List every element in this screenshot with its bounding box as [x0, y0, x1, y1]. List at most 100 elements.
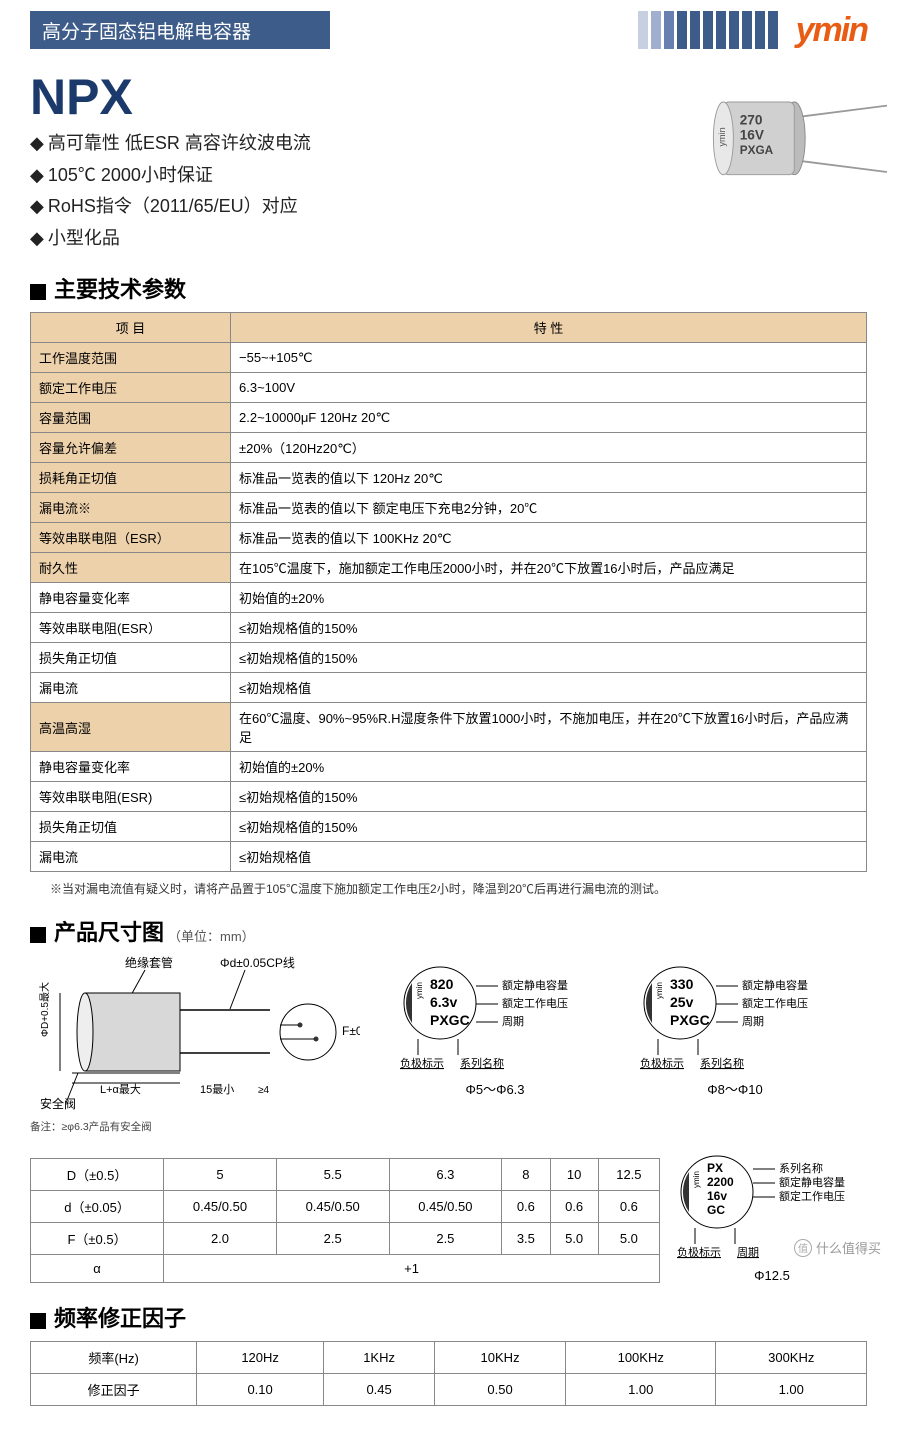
spec-item-val: ≤初始规格值: [231, 842, 867, 872]
freq-section-title: 频率修正因子: [30, 1301, 867, 1333]
spec-section-title: 主要技术参数: [30, 272, 867, 304]
svg-text:ΦD+0.5最大: ΦD+0.5最大: [38, 982, 51, 1037]
capacitor-image: 270 16V PXGA ymin: [687, 92, 887, 192]
svg-text:安全阀: 安全阀: [40, 1096, 76, 1110]
spec-condition: 在60℃温度、90%~95%R.H湿度条件下放置1000小时，不施加电压，并在2…: [231, 703, 867, 752]
svg-text:负极标示: 负极标示: [640, 1056, 684, 1070]
svg-text:ymin: ymin: [655, 982, 664, 999]
spec-item-key: 静电容量变化率: [31, 752, 231, 782]
spec-item-key: 损失角正切值: [31, 643, 231, 673]
spec-item-val: ≤初始规格值的150%: [231, 643, 867, 673]
svg-text:L+α最大: L+α最大: [100, 1082, 141, 1096]
dim-cell: 12.5: [598, 1159, 659, 1191]
svg-text:PX: PX: [707, 1161, 723, 1175]
svg-text:15最小: 15最小: [200, 1083, 234, 1096]
svg-text:绝缘套管: 绝缘套管: [125, 955, 173, 970]
spec-table: 项 目 特 性 工作温度范围−55~+105℃额定工作电压6.3~100V容量范…: [30, 312, 867, 872]
spec-label: 容量范围: [31, 403, 231, 433]
svg-text:PXGC: PXGC: [430, 1012, 470, 1028]
spec-value: 2.2~10000μF 120Hz 20℃: [231, 403, 867, 433]
dim-cell: 10: [550, 1159, 598, 1191]
svg-text:系列名称: 系列名称: [779, 1161, 823, 1175]
dim-cell: 0.45/0.50: [276, 1191, 389, 1223]
marking-diagram: yminPX220016vGC系列名称额定静电容量额定工作电压负极标示周期Φ12…: [677, 1144, 867, 1283]
spec-item-key: 漏电流: [31, 673, 231, 703]
dim-cell: 0.6: [550, 1191, 598, 1223]
spec-item-val: 初始值的±20%: [231, 752, 867, 782]
spec-item-key: 静电容量变化率: [31, 583, 231, 613]
freq-table: 频率(Hz)120Hz1KHz10KHz100KHz300KHz修正因子0.10…: [30, 1341, 867, 1406]
svg-text:820: 820: [430, 976, 454, 992]
dim-cell: 5.0: [550, 1223, 598, 1255]
dim-cell: 5: [164, 1159, 277, 1191]
spec-item-val: ≤初始规格值的150%: [231, 613, 867, 643]
freq-cell: 0.10: [197, 1374, 324, 1406]
dim-cell: α: [31, 1255, 164, 1283]
feature-item: ◆小型化品: [30, 223, 311, 255]
dim-cell: 2.5: [276, 1223, 389, 1255]
svg-text:2200: 2200: [707, 1175, 734, 1189]
spec-label: 损耗角正切值: [31, 463, 231, 493]
header-stripes: [638, 11, 778, 49]
svg-text:6.3v: 6.3v: [430, 994, 457, 1010]
dimension-table: D（±0.5）55.56.381012.5d（±0.05）0.45/0.500.…: [30, 1158, 660, 1283]
svg-text:ymin: ymin: [692, 1171, 701, 1188]
svg-text:F±0.5: F±0.5: [342, 1024, 360, 1038]
svg-text:ymin: ymin: [717, 127, 727, 146]
spec-label: 工作温度范围: [31, 343, 231, 373]
dimension-drawing: 绝缘套管 Φd±0.05CP线 F±0.5 ΦD+0.5最大 L+α最大: [30, 955, 360, 1110]
svg-text:330: 330: [670, 976, 694, 992]
dim-cell: F（±0.5）: [31, 1223, 164, 1255]
spec-footnote: ※当对漏电流值有疑义时，请将产品置于105℃温度下施加额定工作电压2小时，降温到…: [30, 880, 867, 897]
svg-text:额定工作电压: 额定工作电压: [742, 996, 808, 1010]
feature-list: ◆高可靠性 低ESR 高容许纹波电流◆105℃ 2000小时保证◆RoHS指令（…: [30, 128, 311, 254]
dim-cell: 2.0: [164, 1223, 277, 1255]
spec-group-label: 耐久性: [31, 553, 231, 583]
spec-col2-header: 特 性: [231, 313, 867, 343]
svg-text:负极标示: 负极标示: [677, 1245, 721, 1259]
freq-cell: 1KHz: [324, 1342, 435, 1374]
svg-text:周期: 周期: [737, 1246, 759, 1259]
spec-value: −55~+105℃: [231, 343, 867, 373]
svg-text:16V: 16V: [740, 127, 764, 142]
product-name: NPX: [30, 72, 311, 122]
dim-cell: 2.5: [389, 1223, 502, 1255]
marking-diagram: ymin8206.3vPXGC额定静电容量额定工作电压周期负极标示系列名称Φ5～…: [400, 955, 590, 1098]
svg-text:额定静电容量: 额定静电容量: [502, 978, 568, 992]
dim-cell: 0.45/0.50: [389, 1191, 502, 1223]
svg-text:16v: 16v: [707, 1189, 727, 1203]
spec-item-val: ≤初始规格值的150%: [231, 812, 867, 842]
spec-item-key: 漏电流: [31, 842, 231, 872]
svg-text:ymin: ymin: [415, 982, 424, 999]
spec-label: 漏电流※: [31, 493, 231, 523]
spec-value: 标准品一览表的值以下 120Hz 20℃: [231, 463, 867, 493]
svg-text:额定工作电压: 额定工作电压: [779, 1189, 845, 1203]
dim-note: 备注：≥φ6.3产品有安全阀: [30, 1119, 360, 1134]
spec-item-key: 损失角正切值: [31, 812, 231, 842]
feature-item: ◆高可靠性 低ESR 高容许纹波电流: [30, 128, 311, 160]
freq-cell: 0.45: [324, 1374, 435, 1406]
dim-cell: D（±0.5）: [31, 1159, 164, 1191]
dim-cell: 6.3: [389, 1159, 502, 1191]
spec-item-key: 等效串联电阻(ESR): [31, 782, 231, 812]
freq-cell: 300KHz: [716, 1342, 867, 1374]
dim-cell: d（±0.05）: [31, 1191, 164, 1223]
svg-text:Φd±0.05CP线: Φd±0.05CP线: [220, 956, 295, 970]
spec-label: 额定工作电压: [31, 373, 231, 403]
spec-item-key: 等效串联电阻(ESR）: [31, 613, 231, 643]
watermark: 值什么值得买: [794, 1238, 881, 1257]
freq-cell: 10KHz: [435, 1342, 566, 1374]
svg-text:负极标示: 负极标示: [400, 1056, 444, 1070]
spec-item-val: ≤初始规格值的150%: [231, 782, 867, 812]
feature-item: ◆RoHS指令（2011/65/EU）对应: [30, 191, 311, 223]
dim-cell: 5.5: [276, 1159, 389, 1191]
svg-text:GC: GC: [707, 1203, 725, 1217]
dim-section-title: 产品尺寸图（单位：mm）: [30, 915, 867, 947]
marking-diagram: ymin33025vPXGC额定静电容量额定工作电压周期负极标示系列名称Φ8～Φ…: [640, 955, 830, 1098]
dim-cell: 0.45/0.50: [164, 1191, 277, 1223]
dim-row: 绝缘套管 Φd±0.05CP线 F±0.5 ΦD+0.5最大 L+α最大: [30, 955, 867, 1134]
svg-text:额定静电容量: 额定静电容量: [779, 1175, 845, 1189]
freq-cell: 修正因子: [31, 1374, 197, 1406]
spec-item-val: 初始值的±20%: [231, 583, 867, 613]
svg-text:额定工作电压: 额定工作电压: [502, 996, 568, 1010]
